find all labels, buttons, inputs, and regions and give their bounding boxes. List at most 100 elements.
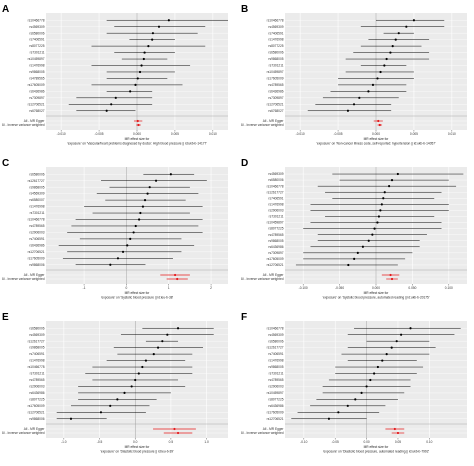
x-tick-label: 0.100 xyxy=(445,286,453,290)
snp-label: rs10466778 xyxy=(28,18,45,22)
effect-point xyxy=(116,398,119,401)
effect-point xyxy=(394,38,397,41)
snp-label: rs12617727 xyxy=(28,179,45,183)
snp-label: rs17605009 xyxy=(267,257,284,261)
forest-plot-svg: rs6580006 rs12617727 rs9868005 rs4569309 rs6… xyxy=(2,167,228,300)
x-tick-label: 0.005 xyxy=(171,132,179,136)
x-tick-label: 0.050 xyxy=(408,286,416,290)
x-tick-label: 1 xyxy=(168,286,170,290)
effect-point xyxy=(391,45,394,48)
snp-label: rs1476998 xyxy=(29,205,44,209)
effect-point xyxy=(123,391,126,394)
x-axis-title: 'exposure' on 'Diastolic blood pressure … xyxy=(100,450,174,454)
summary-point xyxy=(390,277,394,281)
snp-label: rs10459897 xyxy=(267,391,284,395)
panel-letter: F xyxy=(241,312,248,323)
snp-label: rs7406591 xyxy=(29,38,44,42)
effect-point xyxy=(151,32,155,35)
x-tick-label: -0.05 xyxy=(332,440,339,444)
method-label: All - MR Egger xyxy=(24,119,46,123)
effect-point xyxy=(176,327,180,330)
effect-point xyxy=(147,45,150,48)
method-label: All - MR Egger xyxy=(24,273,46,277)
summary-point xyxy=(377,119,380,123)
snp-label: rs7309897 xyxy=(268,251,283,255)
effect-point xyxy=(142,57,145,61)
x-tick-label: -0.010 xyxy=(296,132,305,136)
effect-point xyxy=(141,205,145,208)
snp-label: rs7406591 xyxy=(268,31,283,35)
snp-label: rs6436986 xyxy=(268,245,283,249)
summary-point xyxy=(173,427,176,431)
effect-point xyxy=(409,327,412,330)
forest-plot-f: F rs10466778 rs4569309 rs6580006 rs12617727… xyxy=(241,312,471,462)
snp-label: rs6580007 xyxy=(29,198,44,202)
summary-point xyxy=(396,431,400,435)
effect-point xyxy=(116,257,120,260)
effect-point xyxy=(134,378,137,382)
snp-label: rs10466778 xyxy=(28,365,45,369)
snp-label: rs9868005 xyxy=(29,185,44,189)
effect-point xyxy=(109,263,112,266)
effect-point xyxy=(109,404,112,407)
snp-label: rs1476998 xyxy=(268,202,283,206)
x-axis-title: MR effect size for xyxy=(125,137,151,141)
forest-plot-a: A rs10466778 rs4569309 rs6580006 rs7406591 r… xyxy=(2,4,232,154)
x-tick-label: 0.5 xyxy=(169,440,174,444)
method-label: All - Inverse variance weighted xyxy=(2,123,45,127)
forest-plot-svg: rs6580006 rs4569309 rs12617727 rs9868005 rs7… xyxy=(2,321,228,454)
x-axis-title: 'exposure' on 'Non-cancer illness code, … xyxy=(316,142,436,146)
snp-label: rs8077225 xyxy=(268,397,283,401)
effect-point xyxy=(144,359,148,362)
effect-point xyxy=(132,231,135,234)
effect-point xyxy=(367,90,370,93)
snp-label: rs8077225 xyxy=(268,44,283,48)
snp-label: rs8077225 xyxy=(29,44,44,48)
effect-point xyxy=(337,411,340,414)
panel-letter: A xyxy=(2,4,10,15)
snp-label: rs7309897 xyxy=(29,96,44,100)
snp-label: rs12617727 xyxy=(28,339,45,343)
method-label: All - Inverse variance weighted xyxy=(241,277,284,281)
effect-point xyxy=(353,257,356,261)
effect-point xyxy=(385,57,388,61)
effect-point xyxy=(327,417,331,420)
effect-point xyxy=(381,359,384,362)
effect-point xyxy=(138,70,142,74)
snp-label: rs9868005 xyxy=(29,70,44,74)
snp-label: rs6580006 xyxy=(29,31,44,35)
x-tick-label: 0.000 xyxy=(372,286,380,290)
method-label: All - MR Egger xyxy=(24,427,46,431)
snp-label: rs4569309 xyxy=(29,192,44,196)
effect-point xyxy=(380,203,383,206)
effect-point xyxy=(383,191,386,194)
x-axis-title: MR effect size for xyxy=(364,291,390,295)
effect-point xyxy=(396,172,399,176)
snp-label: rs12617727 xyxy=(267,346,284,350)
snp-label: rs6436986 xyxy=(29,391,44,395)
x-tick-label: -0.5 xyxy=(97,440,103,444)
effect-point xyxy=(405,25,408,28)
snp-label: rs17605009 xyxy=(28,83,45,87)
effect-point xyxy=(361,245,364,248)
effect-point xyxy=(390,178,394,182)
forest-plot-b: B rs10466778 rs4569309 rs7406591 rs1476998 r… xyxy=(241,4,471,154)
effect-point xyxy=(354,398,357,401)
effect-point xyxy=(379,209,382,212)
effect-point xyxy=(367,239,370,242)
snp-label: rs12706521 xyxy=(28,102,45,106)
forest-plot-svg: rs10466778 rs4569309 rs7406591 rs1476998 rs8… xyxy=(241,13,467,146)
effect-point xyxy=(373,372,376,375)
effect-point xyxy=(376,221,379,224)
effect-point xyxy=(379,70,382,74)
effect-point xyxy=(356,251,359,254)
effect-point xyxy=(346,109,350,112)
effect-point xyxy=(105,109,108,112)
snp-label: rs17605009 xyxy=(267,77,284,81)
snp-label: rs12617727 xyxy=(267,190,284,194)
snp-label: rs12706521 xyxy=(28,410,45,414)
snp-label: rs4789565 xyxy=(29,77,44,81)
snp-label: rs7406591 xyxy=(268,196,283,200)
effect-point xyxy=(143,199,147,202)
x-axis-title: 'exposure' on 'Diastolic blood pressure,… xyxy=(323,450,430,454)
